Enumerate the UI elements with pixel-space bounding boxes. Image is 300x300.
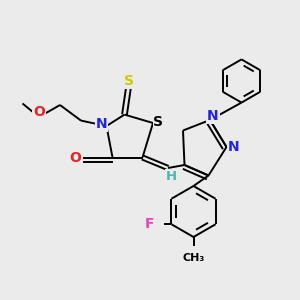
Text: O: O	[33, 105, 45, 118]
Text: O: O	[69, 151, 81, 164]
Text: S: S	[124, 74, 134, 88]
Text: N: N	[95, 118, 107, 131]
Text: S: S	[153, 115, 164, 128]
Text: H: H	[166, 170, 177, 183]
Text: N: N	[207, 110, 219, 123]
Text: F: F	[145, 217, 154, 231]
Text: CH₃: CH₃	[182, 253, 205, 263]
Text: N: N	[228, 140, 240, 154]
